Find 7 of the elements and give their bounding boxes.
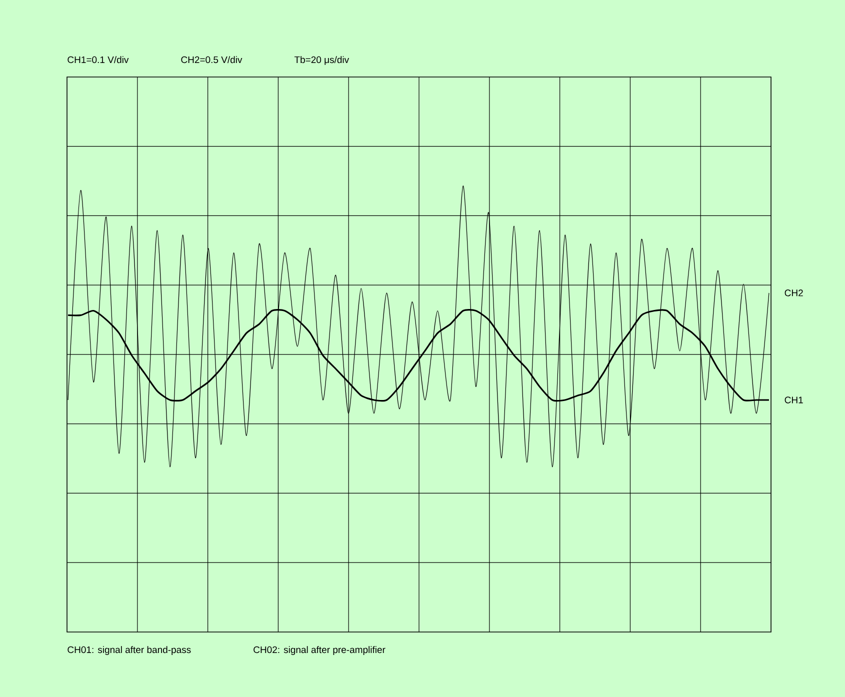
text: CH1=0.1 V/div [68,56,129,64]
series-label: CH2 [784,290,803,296]
series-label: CH1 [784,396,803,404]
text: CH2=0.5 V/div [181,56,242,64]
text: CH01: signal after band-pass [68,646,191,655]
text: CH02: signal after pre-amplifier [254,646,386,655]
text: Tb=20 μs/div [294,56,350,65]
